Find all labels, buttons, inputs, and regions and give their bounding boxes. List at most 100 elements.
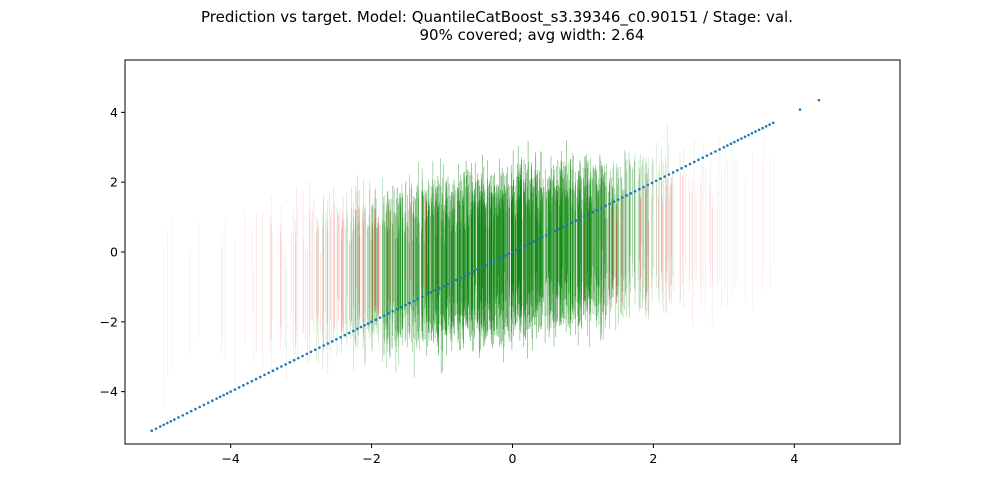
target-point	[229, 390, 232, 393]
y-axis: −4 −2 0 2 4	[100, 105, 125, 399]
target-point	[162, 423, 166, 427]
target-point	[181, 414, 185, 417]
target-point	[768, 123, 771, 126]
target-point	[292, 358, 296, 362]
target-point	[275, 367, 279, 370]
target-point	[450, 280, 454, 284]
x-tick-label: 0	[509, 451, 517, 466]
target-point	[284, 363, 287, 366]
target-point	[642, 185, 645, 189]
target-point	[663, 175, 666, 178]
target-point	[158, 425, 162, 428]
target-point	[382, 314, 386, 317]
target-point	[437, 287, 441, 290]
target-point	[233, 388, 237, 391]
target-point	[740, 137, 743, 140]
x-tick-label: −4	[221, 451, 239, 466]
target-point	[370, 320, 373, 324]
x-axis: −4 −2 0 2 4	[221, 444, 798, 466]
target-point	[701, 156, 705, 160]
target-point	[676, 169, 679, 172]
target-point	[654, 179, 658, 183]
target-point	[667, 173, 671, 176]
target-point	[288, 361, 292, 364]
target-point	[523, 244, 527, 248]
target-point	[343, 333, 347, 337]
target-point	[467, 272, 471, 275]
target-point	[480, 266, 483, 269]
target-point	[242, 384, 245, 387]
target-point	[351, 329, 355, 333]
target-point	[395, 307, 399, 311]
target-point	[446, 282, 449, 286]
target-point	[692, 160, 696, 164]
target-point	[206, 401, 210, 405]
chart-title-line2: 90% covered; avg width: 2.64	[420, 26, 645, 44]
target-point	[798, 108, 802, 111]
target-point	[817, 98, 821, 102]
y-tick-label: −2	[100, 314, 118, 329]
target-point	[771, 121, 775, 125]
target-point	[488, 261, 492, 265]
target-point	[412, 299, 416, 303]
x-tick-label: 2	[649, 451, 657, 466]
target-point	[549, 231, 552, 235]
target-point	[612, 200, 616, 204]
target-point	[583, 215, 586, 218]
target-point	[218, 395, 222, 399]
target-point	[736, 138, 740, 142]
target-point	[504, 254, 507, 257]
target-point	[399, 305, 403, 309]
target-point	[263, 373, 266, 377]
target-point	[733, 140, 736, 144]
target-point	[625, 194, 628, 197]
target-point	[154, 427, 158, 430]
target-point	[442, 284, 445, 288]
target-point	[185, 411, 189, 415]
target-point	[629, 192, 633, 195]
target-point	[326, 342, 330, 345]
target-point	[297, 356, 300, 360]
target-point	[764, 125, 768, 128]
target-point	[714, 150, 717, 153]
target-point	[391, 310, 395, 313]
y-tick-label: −4	[100, 384, 118, 399]
target-point	[545, 233, 548, 237]
target-point	[633, 189, 637, 193]
target-point	[761, 126, 764, 130]
target-point	[339, 335, 342, 339]
target-point	[198, 405, 201, 409]
target-point	[705, 154, 709, 157]
target-point	[215, 397, 218, 400]
target-point	[454, 278, 458, 282]
target-point	[246, 381, 249, 385]
target-point	[433, 289, 437, 292]
target-point	[599, 206, 603, 210]
target-point	[754, 130, 757, 133]
target-point	[604, 204, 607, 208]
target-point	[421, 295, 424, 298]
target-point	[616, 198, 620, 201]
target-point	[254, 377, 258, 381]
target-point	[271, 369, 275, 372]
target-point	[680, 166, 683, 170]
target-point	[211, 399, 214, 403]
target-point	[222, 393, 225, 397]
target-point	[729, 142, 733, 146]
target-point	[169, 420, 173, 423]
target-point	[408, 301, 411, 305]
target-point	[177, 416, 180, 419]
target-point	[743, 135, 747, 139]
target-point	[709, 152, 713, 155]
target-point	[532, 240, 535, 243]
target-point	[359, 325, 363, 329]
target-point	[671, 171, 675, 174]
target-point	[194, 407, 197, 411]
target-point	[722, 145, 726, 149]
target-point	[608, 202, 612, 206]
target-point	[561, 225, 565, 229]
target-point	[301, 354, 304, 358]
target-point	[363, 324, 366, 327]
target-point	[429, 291, 433, 294]
